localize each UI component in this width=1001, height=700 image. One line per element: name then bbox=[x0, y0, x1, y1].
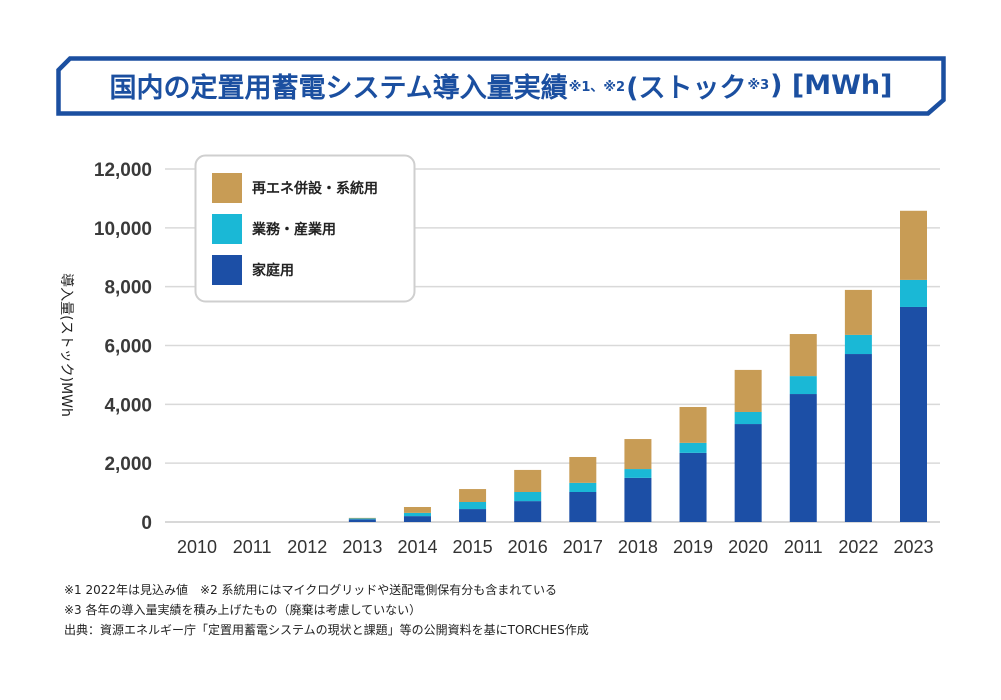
bar-segment-renewable bbox=[679, 406, 707, 443]
bar-segment-commercial bbox=[900, 279, 927, 307]
bar-segment-renewable bbox=[900, 210, 927, 280]
y-tick-label: 4,000 bbox=[104, 395, 152, 416]
bar-segment-residential bbox=[734, 424, 762, 522]
bar-segment-commercial bbox=[679, 442, 707, 453]
bar-segment-residential bbox=[900, 306, 927, 522]
chart-title: 国内の定置用蓄電システム導入量実績 ※1、※2 (ストック ※3) [MWh] bbox=[56, 56, 946, 114]
y-axis-label: 導入量(ストック)MWh bbox=[58, 273, 74, 417]
x-tick-label: 2012 bbox=[287, 537, 327, 557]
bar-segment-commercial bbox=[514, 491, 542, 502]
bar-segment-commercial bbox=[624, 469, 652, 478]
title-note-ref-3: ※3 bbox=[747, 77, 770, 93]
bars bbox=[348, 210, 927, 522]
bar-segment-renewable bbox=[459, 489, 487, 502]
title-paren-close: ) bbox=[770, 69, 783, 101]
x-tick-label: 2019 bbox=[673, 537, 713, 557]
x-tick-label: 2013 bbox=[342, 537, 382, 557]
footnote-2: ※3 各年の導入量実績を積み上げたもの（廃棄は考慮していない） bbox=[64, 603, 422, 617]
bar-segment-residential bbox=[403, 516, 431, 522]
y-tick-label: 10,000 bbox=[94, 219, 152, 240]
x-axis-ticks: 2010 2011 2012 2013 2014 2015 2016 2017 2018 2019… bbox=[177, 537, 934, 557]
title-paren: (ストック bbox=[626, 72, 747, 104]
y-tick-label: 2,000 bbox=[104, 454, 152, 475]
x-tick-label: 2023 bbox=[893, 537, 933, 557]
x-tick-label: 2018 bbox=[618, 537, 658, 557]
y-tick-label: 0 bbox=[141, 513, 152, 534]
bar-segment-renewable bbox=[403, 506, 431, 513]
y-tick-label: 8,000 bbox=[104, 278, 152, 299]
footnotes: ※1 2022年は見込み値 ※2 系統用にはマイクログリッドや送配電側保有分も含… bbox=[64, 580, 589, 640]
x-tick-label: 2010 bbox=[177, 537, 217, 557]
bar-segment-commercial bbox=[403, 512, 431, 517]
y-axis-ticks: 0 2,000 4,000 6,000 8,000 10,000 12,000 bbox=[94, 160, 152, 534]
legend-label: 業務・産業用 bbox=[251, 221, 336, 238]
title-frame bbox=[56, 56, 946, 116]
x-tick-label: 2016 bbox=[508, 537, 548, 557]
x-tick-label: 2022 bbox=[838, 537, 878, 557]
y-tick-label: 6,000 bbox=[104, 337, 152, 358]
x-tick-label: 2014 bbox=[397, 537, 437, 557]
legend-swatch-commercial bbox=[212, 214, 242, 244]
bar-segment-commercial bbox=[459, 501, 487, 510]
bar-segment-residential bbox=[514, 501, 542, 522]
title-unit: [MWh] bbox=[791, 69, 893, 101]
bar-segment-residential bbox=[348, 519, 376, 522]
bar-segment-residential bbox=[844, 354, 872, 522]
bar-segment-residential bbox=[789, 394, 817, 522]
bar-segment-renewable bbox=[844, 289, 872, 335]
y-tick-label: 12,000 bbox=[94, 160, 152, 181]
bar-segment-renewable bbox=[348, 517, 376, 519]
x-tick-label: 2011 bbox=[233, 537, 272, 557]
bar-segment-residential bbox=[569, 491, 597, 522]
footnote-source: 出典：資源エネルギー庁「定置用蓄電システムの現状と課題」等の公開資料を基にTOR… bbox=[64, 623, 589, 637]
bar-segment-residential bbox=[679, 452, 707, 522]
legend-box bbox=[194, 154, 416, 303]
x-tick-label: 2015 bbox=[453, 537, 493, 557]
bar-segment-commercial bbox=[348, 518, 376, 520]
title-note-ref: ※1、※2 bbox=[568, 79, 626, 95]
x-tick-label: 2011 bbox=[784, 537, 823, 557]
x-tick-label: 2020 bbox=[728, 537, 768, 557]
bar-segment-commercial bbox=[734, 411, 762, 425]
x-tick-label: 2017 bbox=[563, 537, 603, 557]
bar-segment-commercial bbox=[569, 482, 597, 492]
bar-segment-renewable bbox=[734, 369, 762, 412]
bar-segment-renewable bbox=[569, 456, 597, 483]
legend-label: 家庭用 bbox=[252, 262, 294, 279]
bar-segment-residential bbox=[624, 477, 652, 522]
title-main: 国内の定置用蓄電システム導入量実績 bbox=[109, 72, 568, 104]
bar-segment-commercial bbox=[789, 376, 817, 395]
legend-swatch-renewable bbox=[212, 173, 242, 203]
footnote-1: ※1 2022年は見込み値 ※2 系統用にはマイクログリッドや送配電側保有分も含… bbox=[64, 583, 557, 597]
bar-segment-renewable bbox=[514, 469, 542, 492]
bar-segment-residential bbox=[459, 509, 487, 522]
bar-segment-renewable bbox=[624, 439, 652, 470]
bar-segment-renewable bbox=[789, 334, 817, 377]
legend-label: 再エネ併設・系統用 bbox=[252, 180, 378, 197]
bar-segment-commercial bbox=[844, 334, 872, 355]
legend-swatch-residential bbox=[212, 255, 242, 285]
